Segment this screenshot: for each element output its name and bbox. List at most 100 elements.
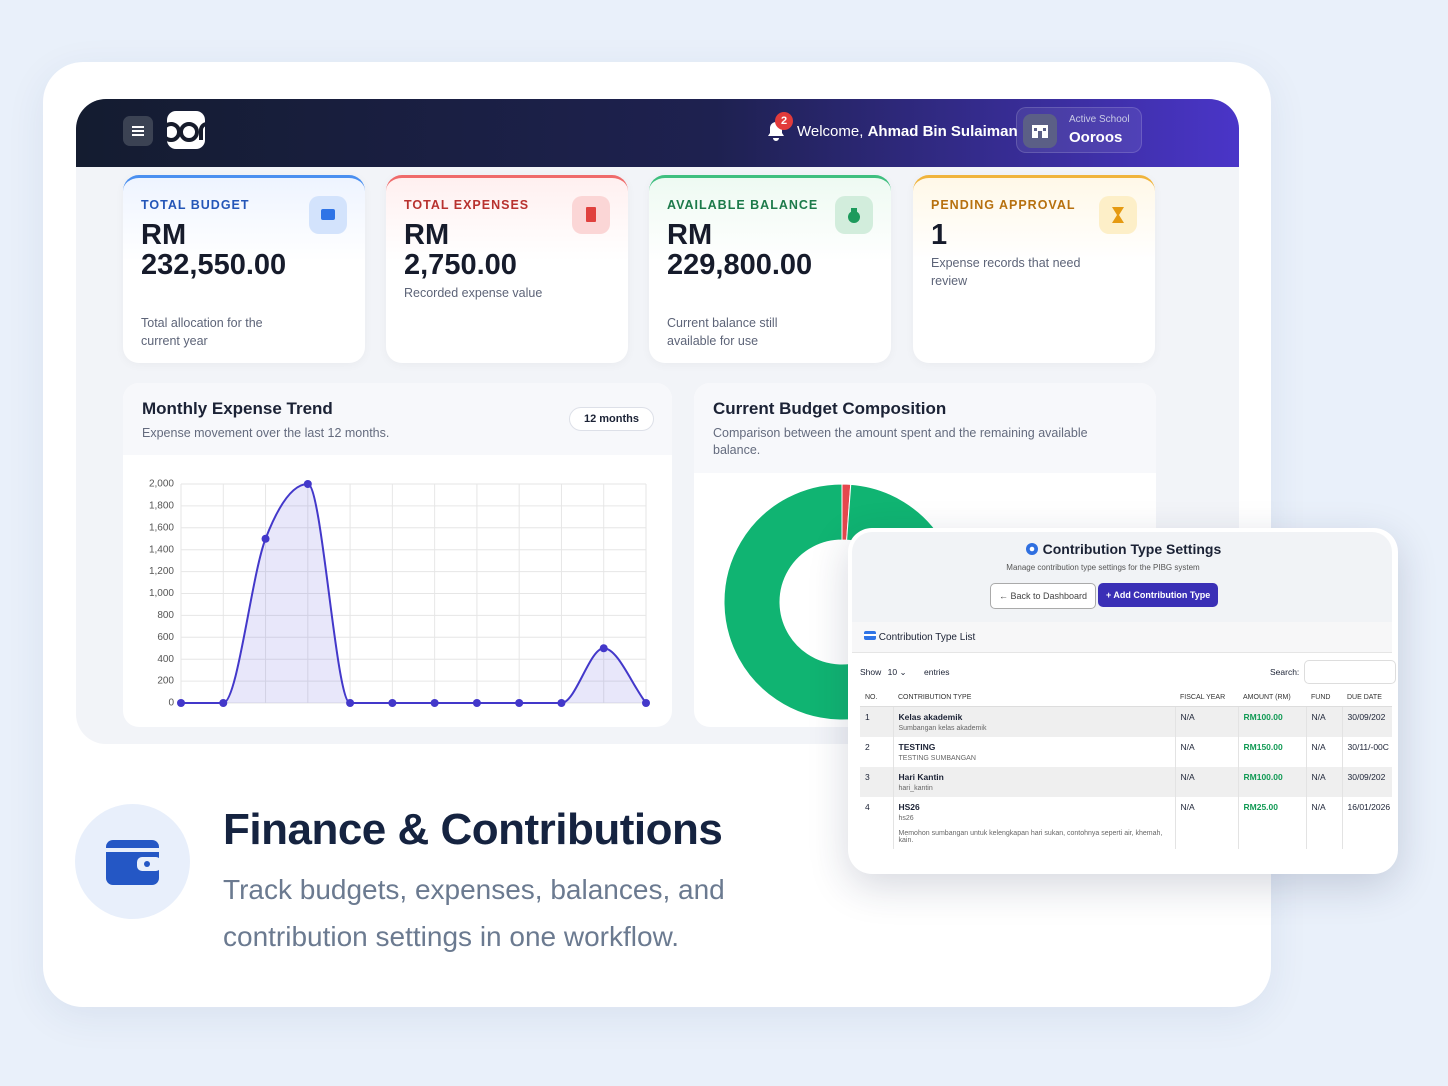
due-date: 16/01/2026	[1341, 797, 1392, 849]
top-bar: 2 Welcome, Ahmad Bin Sulaiman Active Sch…	[76, 99, 1239, 167]
fund: N/A	[1305, 797, 1342, 849]
card-label: TOTAL EXPENSES	[404, 198, 530, 212]
stat-card: TOTAL BUDGET RM 232,550.00 Total allocat…	[123, 175, 365, 363]
show-label: Show	[860, 667, 882, 677]
column-header[interactable]: DUE DATE	[1342, 688, 1392, 707]
amount: RM150.00	[1237, 737, 1306, 767]
panel-title: Current Budget Composition	[713, 399, 947, 418]
school-label: Active School	[1069, 114, 1130, 125]
type-note: Memohon sumbangan untuk kelengkapan hari…	[898, 830, 1163, 844]
school-name: Ooroos	[1069, 129, 1123, 146]
period-badge[interactable]: 12 months	[568, 407, 654, 431]
row-number: 3	[860, 767, 893, 797]
row-number: 4	[865, 802, 870, 812]
due-date: 30/11/-00C	[1341, 737, 1392, 767]
add-button[interactable]: + Add Contribution Type	[1098, 583, 1219, 607]
column-header[interactable]: FISCAL YEAR	[1175, 688, 1238, 707]
type-name: TESTING	[898, 742, 936, 752]
amount: RM100.00	[1237, 767, 1306, 797]
list-icon	[864, 631, 876, 640]
settings-subtitle: Manage contribution type settings for th…	[1006, 563, 1200, 572]
stat-card: PENDING APPROVAL 1 Expense records that …	[913, 175, 1155, 363]
menu-button[interactable]	[123, 116, 153, 146]
contribution-table: NO. CONTRIBUTION TYPE FISCAL YEAR AMOUNT (R…	[860, 688, 1392, 849]
page-size-select[interactable]: 10 ⌄	[887, 667, 907, 677]
type-description: TESTING SUMBANGAN	[898, 755, 976, 762]
school-icon	[1023, 114, 1057, 148]
type-description: hs26	[898, 815, 914, 822]
stat-card: TOTAL EXPENSES RM 2,750.00 Recorded expe…	[386, 175, 628, 363]
due-date: 30/09/202	[1341, 706, 1392, 737]
card-value: RM 229,800.00	[667, 219, 813, 281]
card-note: Expense records that need review	[931, 256, 1081, 288]
row-number: 1	[860, 706, 893, 737]
trend-panel: Monthly Expense Trend Expense movement o…	[123, 383, 672, 727]
table-row: 3 Hari Kantin hari_kantin N/A RM100.00 N/A 30/…	[860, 767, 1392, 797]
fund: N/A	[1305, 737, 1342, 767]
panel-title: Monthly Expense Trend	[142, 399, 333, 418]
back-button[interactable]: ← Back to Dashboard	[990, 583, 1097, 609]
card-icon	[309, 196, 347, 234]
panel-subtitle: Comparison between the amount spent and …	[713, 426, 1088, 457]
user-name: Ahmad Bin Sulaiman	[867, 123, 1018, 140]
contribution-type: Kelas akademik Sumbangan kelas akademik	[892, 706, 1175, 737]
card-value: RM 232,550.00	[141, 219, 287, 281]
settings-window: Contribution Type Settings Manage contri…	[848, 528, 1398, 874]
back-label: Back to Dashboard	[1010, 591, 1088, 601]
table-row: 2 TESTING TESTING SUMBANGAN N/A RM150.00 N/A 3…	[860, 737, 1392, 767]
card-value: 1	[931, 219, 948, 251]
welcome: Welcome, Ahmad Bin Sulaiman	[797, 123, 1018, 140]
fiscal-year: N/A	[1174, 797, 1238, 849]
fiscal-year: N/A	[1174, 767, 1238, 797]
settings-title-row: Contribution Type Settings	[848, 541, 1398, 557]
card-label: TOTAL BUDGET	[141, 198, 250, 212]
list-title-row: Contribution Type List	[864, 631, 975, 643]
card-icon	[572, 196, 610, 234]
type-description: Sumbangan kelas akademik	[898, 725, 987, 732]
fund: N/A	[1305, 767, 1342, 797]
amount: RM100.00	[1237, 706, 1306, 737]
table-header: NO. CONTRIBUTION TYPE FISCAL YEAR AMOUNT (R…	[860, 688, 1392, 707]
column-header[interactable]: AMOUNT (RM)	[1238, 688, 1306, 707]
row-number: 2	[865, 742, 870, 752]
notification-count: 2	[775, 112, 793, 130]
table-row: 4 HS26 hs26 Memohon sumbangan untuk kelengk…	[860, 797, 1392, 849]
column-header[interactable]: FUND	[1306, 688, 1342, 707]
fiscal-year: N/A	[1174, 706, 1238, 737]
panel-subtitle: Expense movement over the last 12 months…	[142, 426, 390, 440]
contribution-type: HS26 hs26 Memohon sumbangan untuk kelengka…	[892, 797, 1175, 849]
contribution-type: Hari Kantin hari_kantin	[892, 767, 1175, 797]
fund: N/A	[1305, 706, 1342, 737]
card-icon	[1099, 196, 1137, 234]
card-icon	[835, 196, 873, 234]
fiscal-year: N/A	[1174, 737, 1238, 767]
column-header[interactable]: CONTRIBUTION TYPE	[893, 688, 1175, 707]
card-value: RM 2,750.00	[404, 219, 517, 281]
table-body: 1 Kelas akademik Sumbangan kelas akademik N…	[860, 706, 1392, 849]
list-title: Contribution Type List	[878, 632, 976, 643]
page-size-control: Show 10 ⌄ entries	[860, 667, 950, 678]
type-name: HS26	[898, 802, 920, 812]
card-note: Recorded expense value	[404, 286, 543, 300]
logo-mark	[167, 122, 205, 142]
feature-description: Track budgets, expenses, balances, and c…	[223, 874, 725, 952]
type-name: Hari Kantin	[898, 772, 944, 782]
stat-card: AVAILABLE BALANCE RM 229,800.00 Current …	[649, 175, 891, 363]
panel-header	[694, 383, 1156, 473]
search-label: Search:	[1270, 667, 1300, 677]
card-label: PENDING APPROVAL	[931, 198, 1076, 212]
search-input[interactable]	[1304, 660, 1396, 684]
type-name: Kelas akademik	[898, 712, 963, 722]
active-school[interactable]: Active School Ooroos	[1016, 107, 1142, 153]
contribution-type: TESTING TESTING SUMBANGAN	[892, 737, 1175, 767]
type-description: hari_kantin	[898, 785, 933, 792]
feature-icon	[75, 804, 190, 919]
card-note: Total allocation for the current year	[141, 316, 263, 348]
column-header[interactable]: NO.	[860, 688, 893, 707]
card-note: Current balance still available for use	[667, 316, 778, 348]
due-date: 30/09/202	[1341, 767, 1392, 797]
table-row: 1 Kelas akademik Sumbangan kelas akademik N…	[860, 706, 1392, 737]
card-label: AVAILABLE BALANCE	[667, 198, 819, 212]
welcome-text: Welcome,	[797, 123, 864, 140]
